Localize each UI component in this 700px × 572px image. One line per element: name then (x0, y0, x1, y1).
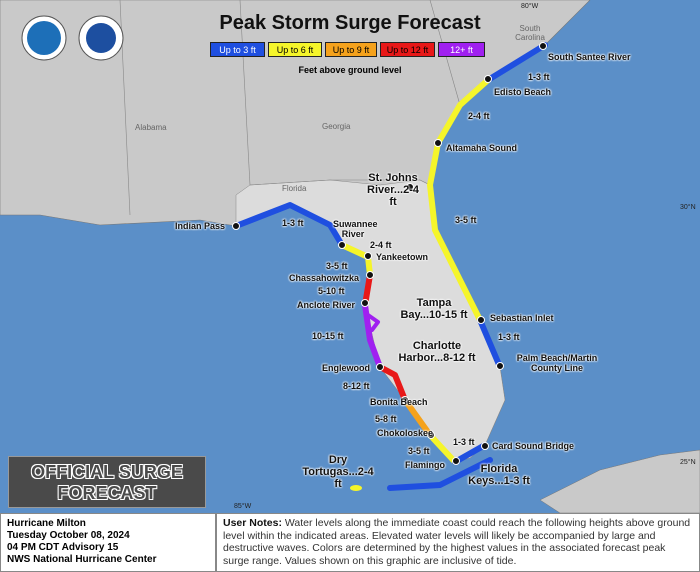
point-marker (434, 139, 442, 147)
surge-segment (427, 432, 458, 465)
surge-segment (233, 202, 345, 248)
point-label: Chassahowitzka (289, 273, 360, 283)
point-label: Card Sound Bridge (492, 441, 575, 451)
point-marker (376, 363, 384, 371)
point-label: Bonita Beach (370, 397, 428, 407)
notes-box: User Notes: Water levels along the immed… (216, 513, 700, 572)
point-label: Yankeetown (376, 252, 429, 262)
surge-range-label: 5-8 ft (375, 414, 397, 424)
point-label: Edisto Beach (494, 87, 552, 97)
surge-segment (427, 77, 491, 323)
info-box: Hurricane Milton Tuesday October 08, 2024… (0, 513, 216, 572)
point-marker (232, 222, 240, 230)
surge-segments (233, 42, 548, 491)
point-marker (406, 183, 414, 191)
banner: OFFICIAL SURGE FORECAST (8, 456, 206, 508)
point-marker (477, 316, 485, 324)
point-marker (401, 396, 409, 404)
point-label: Dry Tortugas...2-4 ft (302, 454, 374, 490)
surge-segment (402, 397, 433, 438)
state-border (249, 179, 431, 186)
legend-item: Up to 3 ft (210, 42, 265, 57)
point-label: Altamaha Sound (446, 143, 518, 153)
point-label: St. Johns River...2-4 ft (367, 172, 419, 208)
legend-caption: Feet above ground level (298, 65, 402, 75)
surge-range-label: 3-5 ft (408, 446, 430, 456)
state-border (239, 0, 251, 186)
point-label: Chokoloskee (377, 428, 434, 438)
region-label: Alabama (135, 123, 167, 132)
nws-logo-inner (86, 23, 116, 53)
point-marker (364, 252, 372, 260)
title: Peak Storm Surge Forecast (219, 12, 481, 34)
legend-item: Up to 6 ft (268, 42, 322, 57)
point-marker (481, 442, 489, 450)
point-label: Tampa Bay...10-15 ft (400, 297, 468, 321)
region-label: South Carolina (515, 24, 545, 42)
notes-label: User Notes: (223, 517, 282, 529)
map (0, 0, 700, 513)
legend-item: 12+ ft (438, 42, 485, 57)
point-marker (427, 431, 435, 439)
point-markers (232, 42, 547, 465)
point-label: Indian Pass (175, 221, 226, 231)
point-label: Englewood (322, 363, 370, 373)
region-label: Florida (282, 184, 307, 193)
surge-segment (362, 302, 383, 370)
surge-range-label: 10-15 ft (312, 331, 344, 341)
surge-segment (387, 457, 493, 491)
point-label: Palm Beach/Martin County Line (516, 353, 598, 373)
surge-range-label: 1-3 ft (498, 332, 520, 342)
region-label: Georgia (322, 122, 351, 131)
noaa-logo-inner (27, 21, 61, 55)
grid-label: 30°N (680, 204, 696, 211)
info-line: 04 PM CDT Advisory 15 (7, 542, 119, 553)
legend-item: Up to 12 ft (380, 42, 435, 57)
point-label: Anclote River (297, 300, 356, 310)
surge-segment (366, 313, 380, 332)
surge-range-label: 1-3 ft (528, 72, 550, 82)
surge-range-label: 1-3 ft (453, 437, 475, 447)
grid-label: 25°N (680, 459, 696, 466)
info-line: NWS National Hurricane Center (7, 554, 157, 565)
point-label: Suwannee River (333, 219, 378, 239)
point-marker (484, 75, 492, 83)
point-marker (452, 457, 460, 465)
cuba (539, 449, 700, 513)
surge-range-label: 5-10 ft (318, 286, 345, 296)
surge-segment (350, 485, 362, 491)
surge-range-label: 1-3 ft (282, 218, 304, 228)
grid-label: 85°W (234, 503, 252, 510)
surge-segment (477, 317, 503, 370)
point-marker (496, 362, 504, 370)
info-line: Hurricane Milton (7, 518, 86, 529)
surge-segment (452, 442, 488, 465)
notes-text: Water levels along the immediate coast c… (223, 517, 691, 567)
point-label: Sebastian Inlet (490, 313, 554, 323)
grid-label: 80°W (521, 3, 539, 10)
point-marker (361, 299, 369, 307)
surge-range-label: 3-5 ft (455, 215, 477, 225)
point-label: South Santee River (548, 52, 631, 62)
point-label: Flamingo (405, 460, 445, 470)
legend-item: Up to 9 ft (325, 42, 377, 57)
point-label: Charlotte Harbor...8-12 ft (398, 340, 476, 364)
info-line: Tuesday October 08, 2024 (7, 530, 130, 541)
surge-range-label: 8-12 ft (343, 381, 370, 391)
surge-range-label: 3-5 ft (326, 261, 348, 271)
surge-segment (377, 364, 408, 403)
point-marker (338, 241, 346, 249)
point-marker (366, 271, 374, 279)
surge-segment (485, 42, 548, 83)
surge-range-label: 2-4 ft (468, 111, 490, 121)
point-label: Florida Keys...1-3 ft (468, 463, 530, 487)
point-marker (539, 42, 547, 50)
surge-range-label: 2-4 ft (370, 240, 392, 250)
